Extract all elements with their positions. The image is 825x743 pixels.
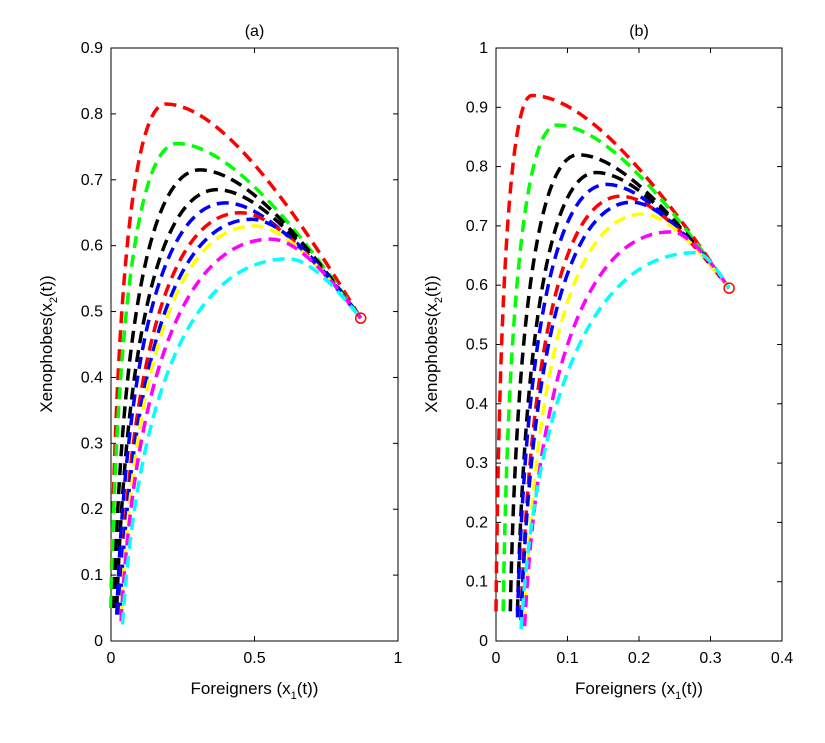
x-tick-label-b: 0.4	[771, 650, 793, 667]
y-tick-label-b: 0.9	[466, 99, 488, 116]
y-tick-label-a: 0.7	[81, 172, 103, 189]
equilibrium-point-marker-a	[354, 312, 367, 324]
trajectory-line-a	[109, 141, 363, 609]
y-tick-label-b: 0.6	[466, 277, 488, 294]
trajectory-line-a	[119, 237, 363, 622]
curves-a	[109, 102, 367, 625]
y-tick-label-a: 0.9	[81, 40, 103, 57]
y-tick-label-b: 1	[479, 40, 488, 57]
y-tick-label-a: 0.5	[81, 304, 103, 321]
panel-a: 0 0.5 1 0 0.1 0.2 0.3 0.4 0.5 0.6 0.7 0.8 0.9 (a) Fo…	[37, 23, 403, 702]
y-tick-label-a: 0.3	[81, 435, 103, 452]
trajectory-line-b	[522, 212, 731, 624]
y-tick-label-a: 0.4	[81, 369, 103, 386]
y-tick-label-b: 0.3	[466, 455, 488, 472]
y-tick-label-b: 0.2	[466, 514, 488, 531]
x-tick-label-b: 0.3	[699, 650, 721, 667]
x-tick-label-b: 0	[492, 650, 501, 667]
y-tick-label-b: 0	[479, 633, 488, 650]
x-tick-label-b: 0.2	[628, 650, 650, 667]
trajectory-line-a	[109, 102, 363, 609]
y-tick-label-b: 0.5	[466, 337, 488, 354]
trajectory-line-b	[501, 123, 731, 612]
y-tick-label-a: 0.1	[81, 567, 103, 584]
y-tick-label-a: 0.2	[81, 501, 103, 518]
curves-b	[494, 93, 735, 630]
y-tick-label-b: 0.8	[466, 159, 488, 176]
y-tick-label-a: 0	[94, 633, 103, 650]
panel-title-a: (a)	[245, 23, 265, 40]
x-axis-label-a: Foreigners (x1(t))	[191, 679, 319, 702]
panel-title-b: (b)	[629, 23, 649, 40]
trajectory-line-b	[494, 93, 731, 612]
ticks-b: 0 0.1 0.2 0.3 0.4 0 0.1 0.2 0.3 0.4 0.5 0.6 0.7 0.8 0.…	[466, 40, 793, 667]
equilibrium-point-marker-b	[723, 282, 735, 294]
trajectory-line-b	[515, 182, 731, 618]
trajectory-line-b	[519, 250, 731, 630]
trajectory-line-a	[117, 217, 363, 615]
y-tick-label-b: 0.4	[466, 396, 488, 413]
x-tick-label-a: 1	[394, 650, 403, 667]
ticks-a: 0 0.5 1 0 0.1 0.2 0.3 0.4 0.5 0.6 0.7 0.8 0.9	[81, 40, 403, 667]
y-tick-label-a: 0.8	[81, 106, 103, 123]
trajectory-line-a	[120, 257, 363, 625]
x-tick-label-b: 0.1	[556, 650, 578, 667]
x-axis-label-b: Foreigners (x1(t))	[575, 679, 703, 702]
y-tick-label-b: 0.1	[466, 574, 488, 591]
y-axis-label-b: Xenophobes(x2(t))	[422, 275, 445, 412]
y-tick-label-b: 0.7	[466, 218, 488, 235]
x-tick-label-a: 0	[107, 650, 116, 667]
x-tick-label-a: 0.5	[243, 650, 265, 667]
y-axis-label-a: Xenophobes(x2(t))	[37, 275, 60, 412]
trajectory-line-a	[112, 168, 363, 609]
trajectory-line-a	[119, 224, 363, 619]
y-tick-label-a: 0.6	[81, 238, 103, 255]
panel-b: 0 0.1 0.2 0.3 0.4 0 0.1 0.2 0.3 0.4 0.5 0.6 0.7 0.8 0.…	[422, 23, 793, 702]
